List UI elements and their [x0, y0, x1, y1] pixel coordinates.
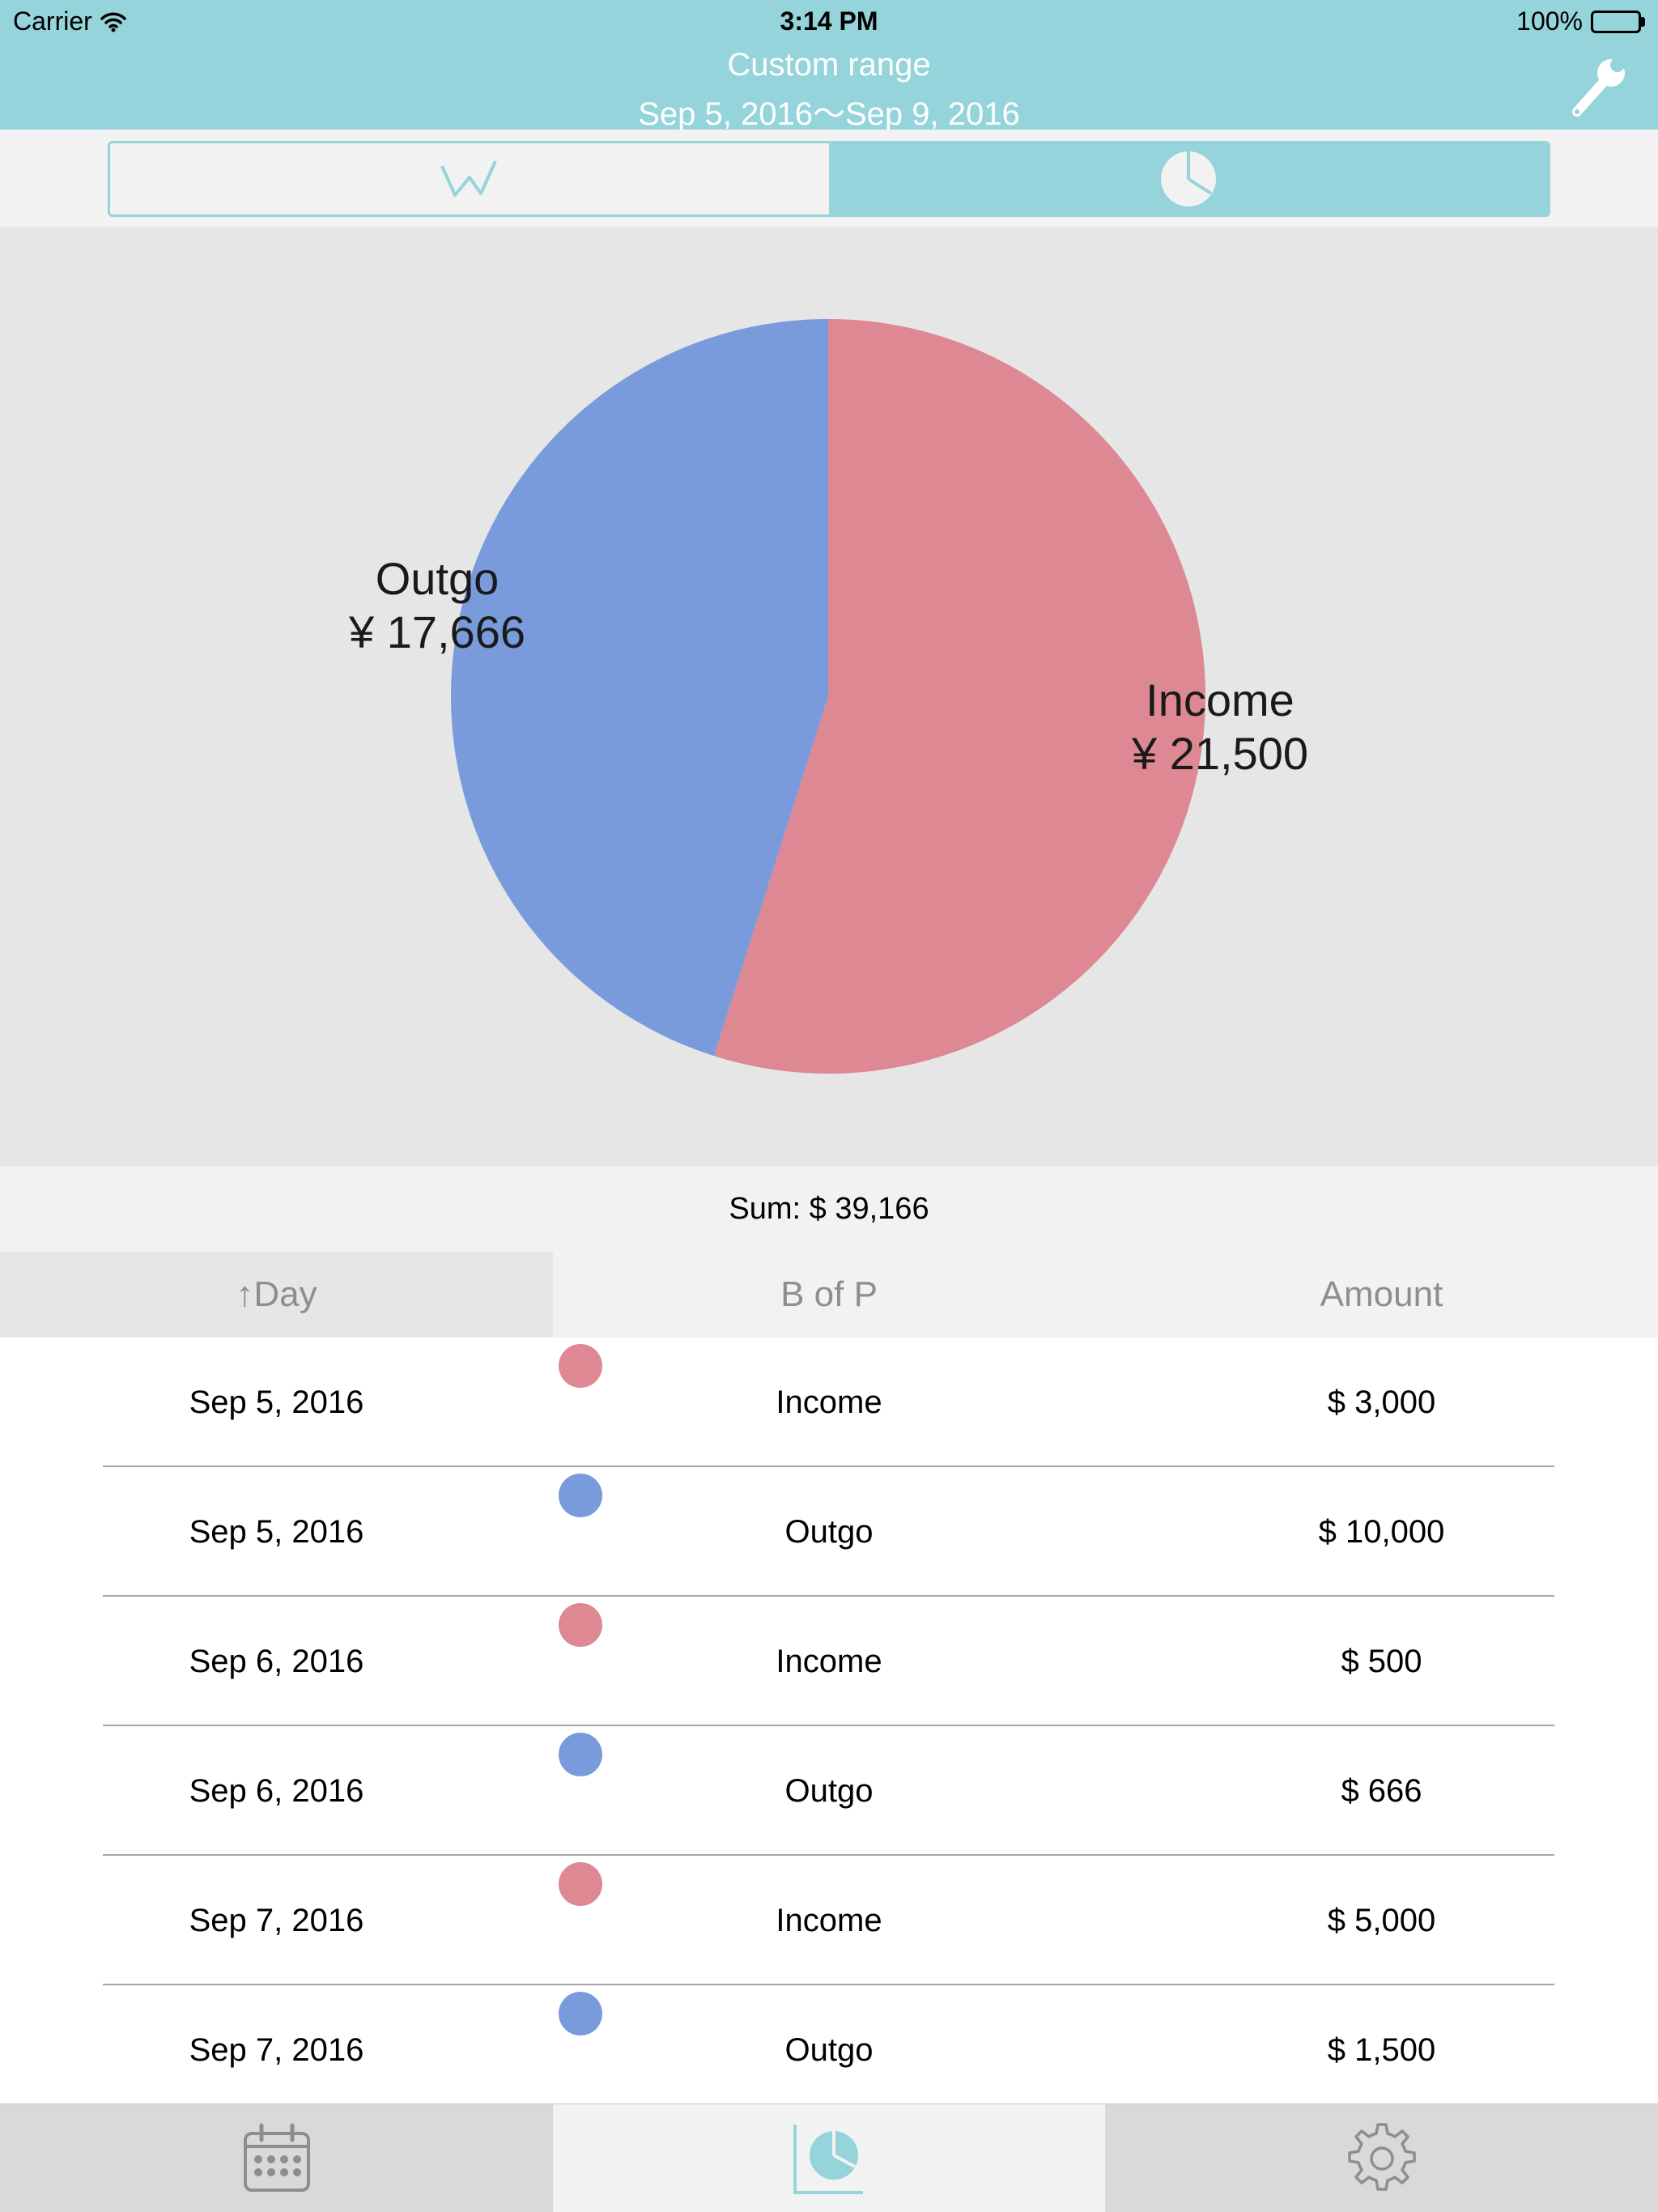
- category-color-dot: [559, 1474, 602, 1517]
- range-title: Custom range: [727, 47, 931, 83]
- pie-slice-income[interactable]: [713, 319, 1205, 1074]
- row-amount: $ 5,000: [1327, 1902, 1436, 1938]
- tab-calendar[interactable]: [0, 2104, 553, 2212]
- chart-type-segmented-control: [108, 141, 1550, 217]
- row-day: Sep 7, 2016: [189, 2031, 364, 2068]
- table-header: ↑Day B of P Amount: [0, 1252, 1658, 1338]
- status-carrier: Carrier: [13, 6, 126, 36]
- table-row[interactable]: Sep 6, 2016 Income $ 500: [0, 1597, 1658, 1726]
- row-day: Sep 7, 2016: [189, 1902, 364, 1938]
- row-type: Income: [776, 1384, 882, 1420]
- category-color-dot: [559, 1344, 602, 1388]
- table-row[interactable]: Sep 5, 2016 Outgo $ 10,000: [0, 1467, 1658, 1597]
- row-amount: $ 666: [1341, 1772, 1422, 1809]
- battery-percentage: 100%: [1516, 6, 1583, 36]
- row-day: Sep 6, 2016: [189, 1772, 364, 1809]
- date-range: Sep 5, 2016～Sep 9, 2016: [638, 96, 1020, 132]
- category-color-dot: [559, 1733, 602, 1776]
- slice-name-outgo: Outgo: [375, 553, 500, 604]
- wifi-icon: [100, 12, 126, 32]
- slice-value-outgo: ¥ 17,666: [349, 606, 525, 657]
- row-type: Outgo: [784, 1513, 874, 1550]
- slice-label-outgo: Outgo ¥ 17,666: [308, 552, 567, 659]
- row-day: Sep 6, 2016: [189, 1643, 364, 1679]
- category-color-dot: [559, 1992, 602, 2035]
- transaction-list: Sep 5, 2016 Income $ 3,000 Sep 5, 2016 O…: [0, 1338, 1658, 2104]
- column-header-b-of-p[interactable]: B of P: [780, 1274, 878, 1314]
- row-day: Sep 5, 2016: [189, 1384, 364, 1420]
- table-row[interactable]: Sep 7, 2016 Outgo $ 1,500: [0, 1985, 1658, 2104]
- row-amount: $ 500: [1341, 1643, 1422, 1679]
- status-time: 3:14 PM: [780, 6, 878, 36]
- status-battery: 100%: [1516, 6, 1645, 36]
- row-type: Income: [776, 1643, 882, 1679]
- column-header-day[interactable]: ↑Day: [0, 1252, 553, 1338]
- chart-type-bar: [0, 130, 1658, 227]
- navigation-header: Carrier 3:14 PM 100% Custom range Sep 5,…: [0, 0, 1658, 132]
- table-row[interactable]: Sep 6, 2016 Outgo $ 666: [0, 1726, 1658, 1856]
- tab-bar: [0, 2104, 1658, 2212]
- wrench-icon[interactable]: [1569, 55, 1627, 118]
- slice-label-income: Income ¥ 21,500: [1090, 674, 1350, 781]
- settings-gear-icon: [1347, 2122, 1416, 2191]
- carrier-label: Carrier: [13, 6, 92, 36]
- tab-chart[interactable]: [553, 2104, 1105, 2212]
- table-row[interactable]: Sep 7, 2016 Income $ 5,000: [0, 1856, 1658, 1985]
- calendar-icon: [243, 2123, 310, 2192]
- line-chart-icon: [440, 160, 497, 197]
- category-color-dot: [559, 1862, 602, 1906]
- pie-chart-area: Outgo ¥ 17,666 Income ¥ 21,500: [0, 227, 1658, 1166]
- pie-chart: [451, 319, 1205, 1074]
- battery-icon: [1591, 10, 1641, 33]
- slice-name-income: Income: [1146, 674, 1295, 725]
- segment-pie-chart[interactable]: [829, 143, 1548, 215]
- row-type: Outgo: [784, 1772, 874, 1809]
- column-header-amount[interactable]: Amount: [1320, 1274, 1443, 1314]
- segment-line-chart[interactable]: [110, 143, 829, 215]
- row-type: Income: [776, 1902, 882, 1938]
- row-amount: $ 3,000: [1327, 1384, 1436, 1420]
- slice-value-income: ¥ 21,500: [1132, 728, 1308, 779]
- row-amount: $ 1,500: [1327, 2031, 1436, 2068]
- table-row[interactable]: Sep 5, 2016 Income $ 3,000: [0, 1338, 1658, 1467]
- category-color-dot: [559, 1603, 602, 1647]
- row-amount: $ 10,000: [1318, 1513, 1445, 1550]
- pie-chart-icon: [1161, 151, 1216, 206]
- pie-slice-outgo[interactable]: [451, 319, 828, 1057]
- chart-icon: [793, 2124, 863, 2194]
- sum-total: Sum: $ 39,166: [0, 1166, 1658, 1252]
- row-type: Outgo: [784, 2031, 874, 2068]
- tab-settings[interactable]: [1105, 2104, 1658, 2212]
- row-day: Sep 5, 2016: [189, 1513, 364, 1550]
